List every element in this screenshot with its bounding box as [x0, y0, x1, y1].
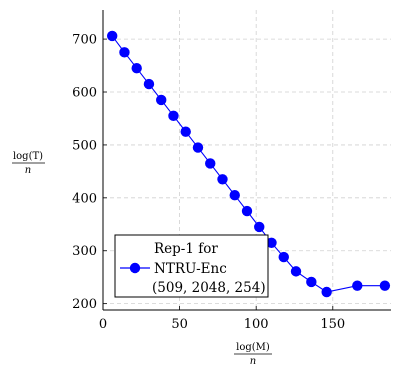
y-axis-label-numerator: log(T): [13, 151, 43, 162]
data-point: [290, 266, 302, 277]
data-point: [241, 205, 253, 217]
legend-title: Rep-1 for: [154, 241, 218, 257]
series: [106, 30, 391, 298]
data-point: [278, 251, 289, 263]
y-tick-label: 400: [72, 191, 97, 206]
x-tick-label: 50: [171, 317, 188, 332]
data-point: [229, 189, 240, 201]
data-point: [180, 126, 191, 137]
data-point: [352, 280, 363, 291]
data-point: [192, 142, 204, 153]
data-point: [321, 286, 332, 298]
data-point: [143, 78, 155, 90]
ticks: 0 50 100 150 200 300 400 500 600 700: [72, 33, 345, 332]
data-point: [379, 280, 391, 291]
legend-box: [114, 234, 269, 298]
legend: Rep-1 for NTRU-Enc (509, 2048, 254): [114, 234, 269, 298]
data-point: [254, 221, 265, 233]
data-point: [217, 174, 228, 185]
y-tick-label: 300: [72, 244, 97, 259]
legend-marker: [129, 262, 141, 274]
data-point: [168, 110, 179, 122]
data-point: [205, 158, 216, 169]
legend-entry-label: NTRU-Enc: [154, 261, 227, 277]
y-axis-label: log(T) n: [12, 151, 45, 176]
data-point: [131, 63, 142, 74]
x-tick-label: 100: [244, 317, 269, 332]
y-axis-label-denominator: n: [25, 165, 31, 176]
x-axis-label: log(M) n: [234, 342, 272, 365]
x-tick-label: 150: [320, 317, 345, 332]
y-tick-label: 500: [72, 138, 97, 153]
grid-lines: [103, 10, 391, 310]
x-tick-label: 0: [99, 317, 107, 332]
data-point: [156, 94, 167, 106]
data-point: [266, 237, 277, 249]
legend-params: (509, 2048, 254): [152, 280, 266, 296]
y-tick-label: 600: [72, 86, 97, 101]
axes: [102, 10, 391, 311]
data-point: [106, 30, 118, 42]
data-point: [306, 276, 317, 288]
data-point: [119, 47, 130, 58]
y-tick-label: 700: [72, 33, 97, 48]
x-axis-label-denominator: n: [250, 356, 256, 365]
y-tick-label: 200: [72, 297, 97, 312]
x-axis-label-numerator: log(M): [236, 342, 270, 353]
